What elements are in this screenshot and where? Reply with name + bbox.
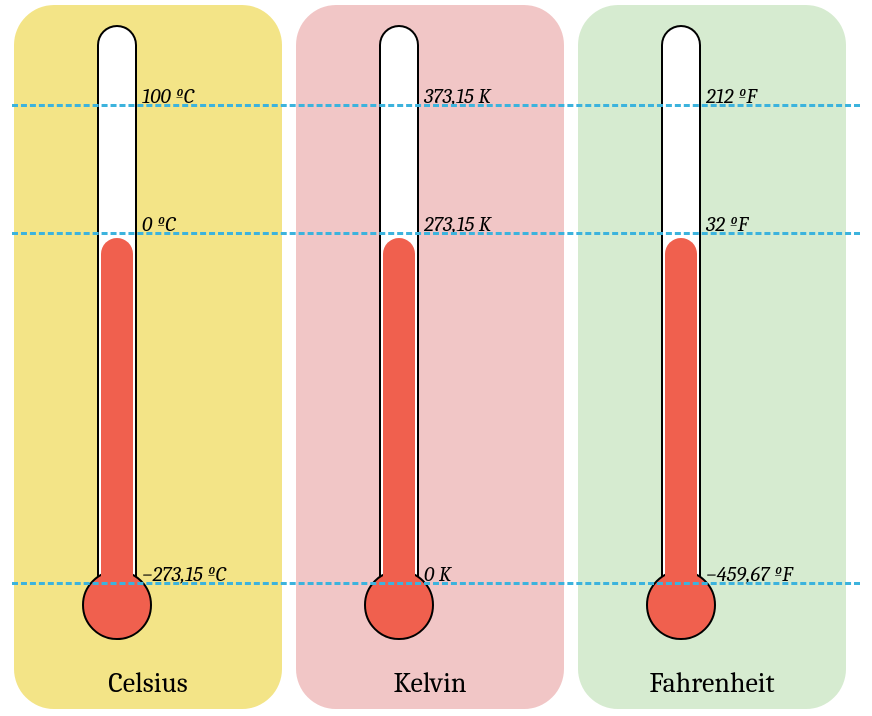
liquid-column: [383, 238, 415, 585]
panel-kelvin: 373,15 K 273,15 K 0 K Kelvin: [296, 5, 564, 709]
scale-name-fahrenheit: Fahrenheit: [578, 667, 846, 699]
reference-line-boiling: [12, 104, 860, 107]
liquid-column: [665, 238, 697, 585]
reference-line-freezing: [12, 232, 860, 235]
liquid-column: [101, 238, 133, 585]
panel-celsius: 100 ºC 0 ºC −273,15 ºC Celsius: [14, 5, 282, 709]
thermometer-kelvin: [379, 25, 419, 645]
panel-fahrenheit: 212 ºF 32 ºF −459,67 ºF Fahrenheit: [578, 5, 846, 709]
scale-name-celsius: Celsius: [14, 667, 282, 699]
thermometer-celsius: [97, 25, 137, 645]
thermometer-fahrenheit: [661, 25, 701, 645]
diagram-container: 100 ºC 0 ºC −273,15 ºC Celsius 373,15 K …: [0, 0, 872, 716]
reference-line-absolute-zero: [12, 582, 860, 585]
scale-name-kelvin: Kelvin: [296, 667, 564, 699]
